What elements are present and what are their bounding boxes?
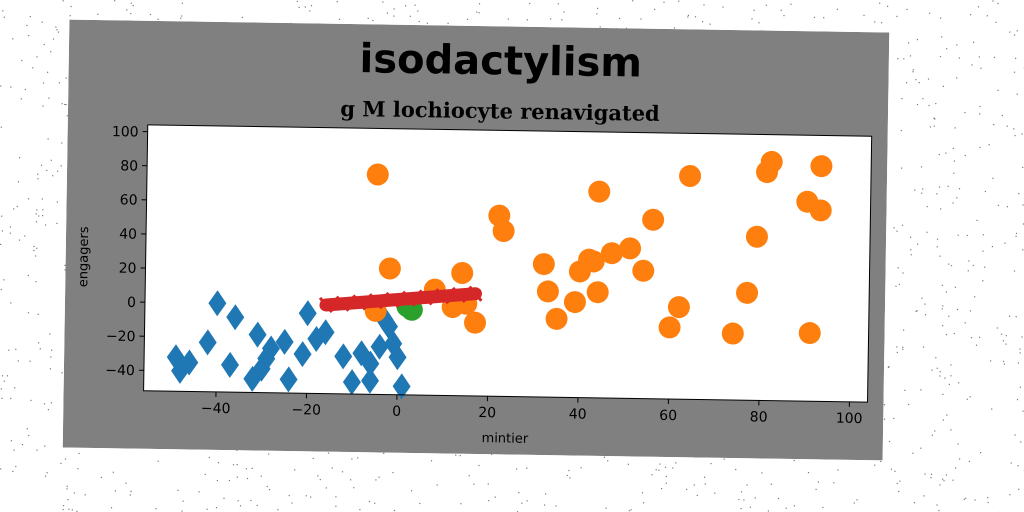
series-0-point-4 [208,290,227,317]
series-0-point-3 [198,329,217,356]
series-0-point-19 [342,369,361,396]
series-1-point-26 [721,322,744,345]
y-axis-label: engagers [76,226,92,287]
red-line-hatch-3 [368,293,383,310]
plot-layer [166,150,833,400]
series-0-point-24 [384,330,403,357]
red-line-hatch-4 [385,291,400,309]
x-axis-label: mintier [481,431,528,447]
axes: −40 −20 0 20 40 60 80 100 −40 −20 0 20 40 60 80 100 [105,124,873,427]
series-0-point-21 [361,367,380,394]
red-line-hatch-8 [451,286,466,303]
series-0-point-8 [248,321,267,348]
y-tick-label-2: 0 [127,295,136,311]
series-1-point-30 [760,150,783,173]
series-1-point-10 [532,253,555,276]
series-0-point-2 [180,349,199,376]
x-tick-label-6: 80 [750,409,768,425]
series-0-point-14 [293,341,312,368]
series-1-point-27 [736,281,759,304]
red-line [319,287,482,312]
series-1-point-23 [658,316,681,339]
series-1-point-9 [492,220,515,243]
series-0-point-13 [275,328,294,355]
series-1-point-28 [745,225,768,248]
series-1-point-17 [586,281,609,304]
series-0-point-6 [226,304,245,331]
y-tick-label-5: 60 [120,192,138,208]
plot-frame [143,124,873,403]
red-line-hatch-6 [418,289,433,306]
series-0-point-23 [379,313,398,340]
series-1-point-11 [536,280,559,303]
y-tick-label-0: −40 [105,363,135,379]
series-1-point-12 [545,307,568,330]
series-1-point-20 [619,237,642,260]
series-0-point-0 [166,344,185,371]
series-0-point-28 [375,306,394,333]
chart-figure: isodactylism g M lochiocyte renavigated … [62,19,890,461]
x-tick-label-3: 20 [478,405,496,421]
series-0-point-26 [392,373,411,400]
x-tick-label-0: −40 [201,401,231,417]
y-tick-label-3: 20 [119,261,137,277]
series-1-point-18 [588,180,611,203]
series-0-point-20 [352,340,371,367]
x-tick-label-2: 0 [392,404,401,420]
series-0-point-17 [316,319,335,346]
series-0-point-25 [388,344,407,371]
red-line-hatch-0 [318,296,334,314]
series-0-point-12 [279,366,298,393]
red-line-hatch-5 [401,290,417,307]
series-1-point-16 [582,250,605,273]
series-0-point-11 [261,335,280,362]
y-tick-label-6: 80 [120,158,138,174]
series-1-point-32 [798,322,821,345]
y-tick-label-1: −20 [106,329,136,345]
series-0-point-27 [361,350,380,377]
series-0-point-22 [370,333,389,360]
x-tick-label-7: 100 [836,411,863,427]
y-tick-label-4: 40 [119,227,137,243]
series-1-point-33 [809,199,832,222]
series-1-point-34 [810,155,833,178]
series-1-point-21 [632,259,655,282]
series-1-point-25 [679,164,702,187]
chart-subtitle: g M lochiocyte renavigated [340,96,660,126]
series-1-point-24 [667,296,690,319]
series-0-point-5 [220,351,239,378]
series-0-point-15 [298,300,317,327]
x-tick-label-4: 40 [569,406,587,422]
series-0-point-18 [334,343,353,370]
x-tick-label-5: 60 [659,408,677,424]
x-tick-label-1: −20 [291,402,321,418]
series-1-point-13 [563,291,586,314]
red-line-hatch-2 [352,294,367,311]
series-1-point-5 [451,262,474,285]
series-1-point-7 [464,311,487,334]
series-1-point-0 [366,163,389,186]
red-line-hatch-7 [435,288,450,305]
red-line-hatch-1 [335,295,350,312]
y-tick-label-7: 100 [112,124,139,140]
series-1-point-1 [378,257,401,280]
series-1-point-19 [600,242,623,265]
chart-title: isodactylism [359,36,642,86]
red-line-hatch-9 [468,285,483,302]
series-1-point-22 [642,208,665,231]
